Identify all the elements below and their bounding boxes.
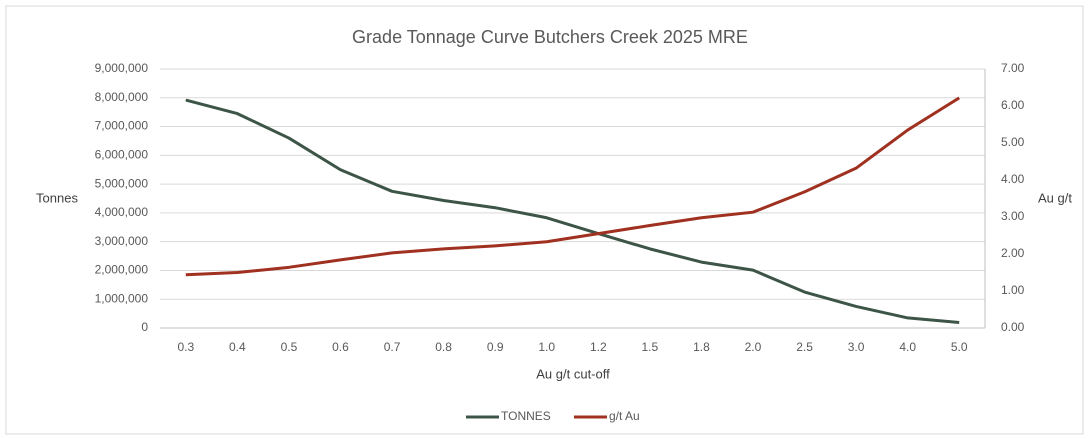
x-tick-label: 2.0 — [745, 340, 762, 354]
x-tick-label: 0.4 — [229, 340, 246, 354]
x-tick-label: 2.5 — [796, 340, 813, 354]
x-tick-label: 1.2 — [590, 340, 607, 354]
x-tick-label: 0.9 — [487, 340, 504, 354]
legend-label: g/t Au — [609, 409, 640, 423]
y2-tick-label: 3.00 — [1001, 209, 1025, 223]
y2-tick-label: 6.00 — [1001, 98, 1025, 112]
legend-label: TONNES — [501, 409, 551, 423]
y2-tick-label: 4.00 — [1001, 172, 1025, 186]
y-axis-title: Tonnes — [36, 190, 78, 205]
y2-tick-label: 0.00 — [1001, 320, 1025, 334]
y-tick-label: 3,000,000 — [95, 234, 149, 248]
y-tick-label: 9,000,000 — [95, 61, 149, 75]
y-tick-label: 7,000,000 — [95, 119, 149, 133]
x-tick-label: 1.5 — [642, 340, 659, 354]
y-tick-label: 5,000,000 — [95, 176, 149, 190]
x-tick-label: 0.5 — [281, 340, 298, 354]
x-axis-title: Au g/t cut-off — [536, 366, 610, 381]
x-tick-label: 0.7 — [384, 340, 401, 354]
chart-border — [5, 5, 1084, 435]
y-tick-label: 6,000,000 — [95, 148, 149, 162]
chart-title: Grade Tonnage Curve Butchers Creek 2025 … — [352, 27, 748, 47]
y-tick-label: 1,000,000 — [95, 291, 149, 305]
x-tick-label: 0.3 — [177, 340, 194, 354]
y-tick-label: 2,000,000 — [95, 263, 149, 277]
y-tick-label: 4,000,000 — [95, 205, 149, 219]
x-tick-label: 1.8 — [693, 340, 710, 354]
y2-tick-label: 5.00 — [1001, 135, 1025, 149]
x-tick-label: 0.8 — [435, 340, 452, 354]
y-tick-label: 8,000,000 — [95, 90, 149, 104]
x-tick-label: 5.0 — [951, 340, 968, 354]
y2-tick-label: 2.00 — [1001, 246, 1025, 260]
y2-tick-label: 7.00 — [1001, 61, 1025, 75]
series-line — [185, 96, 961, 277]
y2-axis-title: Au g/t — [1038, 190, 1072, 205]
x-tick-label: 3.0 — [848, 340, 865, 354]
x-tick-label: 1.0 — [538, 340, 555, 354]
y2-tick-label: 1.00 — [1001, 283, 1025, 297]
series-line — [185, 98, 960, 325]
x-tick-label: 4.0 — [899, 340, 916, 354]
y-tick-label: 0 — [141, 320, 148, 334]
x-tick-label: 0.6 — [332, 340, 349, 354]
